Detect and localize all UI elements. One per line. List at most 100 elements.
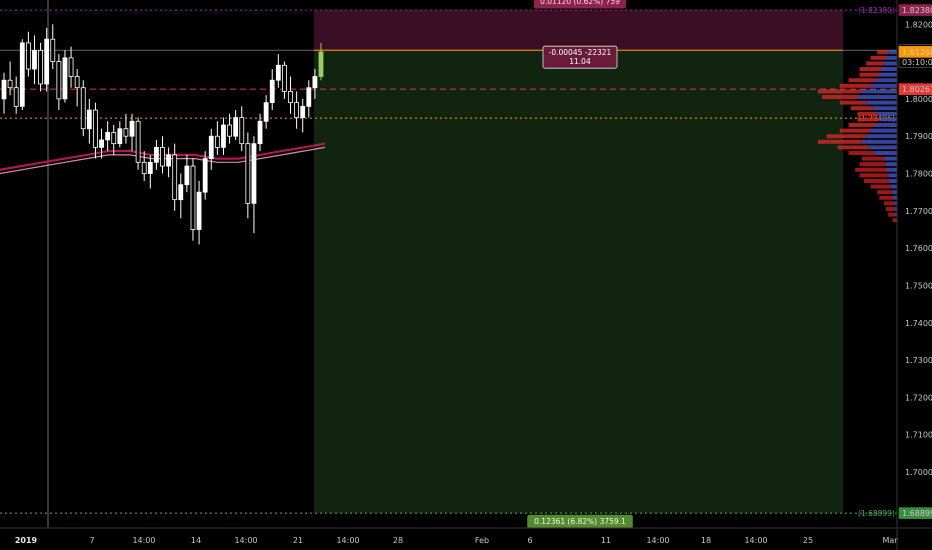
- volume-profile-up-bar: [894, 212, 897, 217]
- candle-body[interactable]: [300, 105, 306, 118]
- candle-body[interactable]: [263, 102, 269, 122]
- stop-level-label: (1.82380): [858, 6, 895, 15]
- candle-body[interactable]: [221, 124, 226, 148]
- candle-body[interactable]: [294, 102, 300, 118]
- volume-profile-down-bar: [892, 218, 897, 223]
- candle-body[interactable]: [178, 184, 184, 201]
- volume-profile-down-bar: [861, 156, 884, 161]
- y-tick-label: 1.82000: [905, 20, 932, 29]
- x-tick-label: Mar: [882, 536, 898, 545]
- price-tag-text: 1.81260: [902, 48, 932, 57]
- volume-profile-up-bar: [866, 100, 897, 105]
- candle-body[interactable]: [147, 161, 153, 174]
- candle-body[interactable]: [50, 38, 56, 62]
- y-tick-label: 1.74000: [905, 319, 932, 328]
- candle-body[interactable]: [141, 161, 147, 174]
- candle-body[interactable]: [184, 165, 190, 186]
- candle-body[interactable]: [123, 128, 129, 137]
- candle-body[interactable]: [111, 132, 117, 145]
- candle-body[interactable]: [227, 124, 232, 137]
- candle-body[interactable]: [160, 146, 165, 167]
- stop-label-box[interactable]: [533, 0, 627, 9]
- candle-body[interactable]: [56, 61, 62, 100]
- candle-body[interactable]: [105, 132, 111, 141]
- candle-body[interactable]: [172, 154, 178, 201]
- volume-profile-up-bar: [861, 89, 897, 94]
- candle-body[interactable]: [196, 191, 202, 230]
- candle-body[interactable]: [306, 87, 312, 107]
- volume-profile-down-bar: [877, 190, 893, 195]
- candle-body[interactable]: [129, 120, 135, 137]
- volume-profile-up-bar: [888, 178, 897, 183]
- x-tick-label: 14:00: [336, 536, 359, 545]
- candle-body[interactable]: [208, 135, 214, 159]
- price-tag-text: 03:10:00: [902, 58, 932, 67]
- candle-body[interactable]: [233, 117, 239, 137]
- volume-profile-down-bar: [886, 206, 895, 211]
- candle-body[interactable]: [166, 154, 171, 167]
- volume-profile-down-bar: [850, 106, 873, 111]
- volume-profile-down-bar: [857, 111, 878, 116]
- candle-body[interactable]: [38, 49, 43, 85]
- candle-body[interactable]: [269, 79, 275, 104]
- stop-zone[interactable]: [314, 10, 843, 51]
- candle-body[interactable]: [7, 79, 13, 89]
- volume-profile-down-bar: [826, 134, 867, 139]
- candle-body[interactable]: [32, 49, 37, 70]
- volume-profile-down-bar: [859, 67, 882, 72]
- candle-body[interactable]: [202, 158, 208, 193]
- volume-profile-up-bar: [886, 55, 897, 60]
- candle-body[interactable]: [99, 139, 104, 148]
- candle-body[interactable]: [318, 51, 324, 77]
- candle-body[interactable]: [312, 76, 318, 89]
- x-tick-label: 14:00: [744, 536, 767, 545]
- candle-body[interactable]: [275, 64, 281, 81]
- candle-body[interactable]: [214, 135, 220, 148]
- candle-body[interactable]: [282, 64, 287, 92]
- entry-label-box[interactable]: [542, 45, 618, 69]
- candle-body[interactable]: [25, 42, 31, 70]
- volume-profile-down-bar: [870, 184, 891, 189]
- volume-profile-up-bar: [872, 106, 897, 111]
- entry-label-text: -0.00045 -22321: [549, 48, 612, 57]
- candle-body[interactable]: [13, 87, 19, 107]
- candle-body[interactable]: [19, 42, 25, 107]
- candle-body[interactable]: [62, 57, 68, 100]
- candle-body[interactable]: [74, 76, 80, 89]
- volume-profile-up-bar: [892, 190, 897, 195]
- y-tick-label: 1.72000: [905, 393, 932, 402]
- candle-body[interactable]: [190, 165, 196, 230]
- candle-body[interactable]: [135, 120, 141, 163]
- y-tick-label: 1.79000: [905, 132, 932, 141]
- candle-body[interactable]: [86, 109, 92, 130]
- volume-profile-down-bar: [888, 212, 895, 217]
- candle-body[interactable]: [257, 120, 263, 145]
- candle-body[interactable]: [288, 91, 293, 104]
- volume-profile-up-bar: [870, 83, 897, 88]
- y-tick-label: 1.77000: [905, 207, 932, 216]
- entry-label-text: 11.04: [569, 57, 591, 66]
- candle-body[interactable]: [80, 87, 86, 130]
- candle-body[interactable]: [154, 146, 159, 163]
- volume-profile-down-bar: [839, 128, 871, 133]
- candle-body[interactable]: [251, 143, 257, 204]
- target-level-label: (1.68899): [858, 509, 895, 518]
- volume-profile-down-bar: [848, 78, 875, 83]
- candle-body[interactable]: [68, 57, 74, 77]
- stop-label-text: 0.01120 (0.62%) 759: [540, 0, 620, 6]
- target-zone[interactable]: [314, 50, 843, 514]
- candle-body[interactable]: [245, 143, 251, 204]
- candle-body[interactable]: [117, 128, 123, 145]
- volume-profile-down-bar: [859, 72, 880, 77]
- candle-body[interactable]: [44, 38, 50, 85]
- volume-profile-up-bar: [875, 150, 897, 155]
- candle-body[interactable]: [239, 117, 245, 145]
- candle-body[interactable]: [1, 79, 7, 100]
- volume-profile-down-bar: [839, 100, 867, 105]
- candle-body[interactable]: [93, 109, 98, 148]
- x-tick-label: 28: [393, 536, 403, 545]
- y-tick-label: 1.73000: [905, 356, 932, 365]
- volume-profile-up-bar: [861, 139, 897, 144]
